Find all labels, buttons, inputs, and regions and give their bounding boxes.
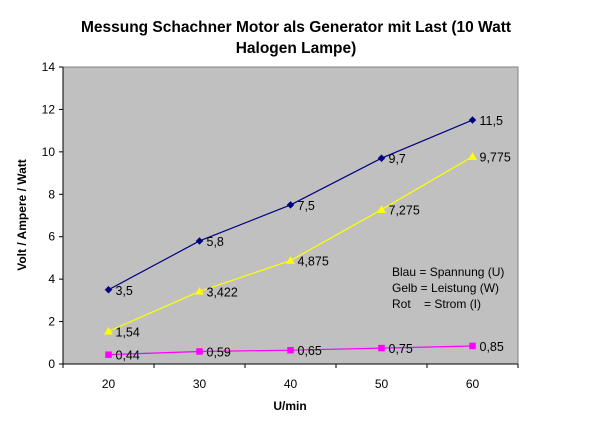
data-point-strom-i — [378, 344, 385, 352]
data-label-spannung-u: 5,8 — [207, 235, 224, 249]
data-label-spannung-u: 9,7 — [389, 152, 406, 166]
data-point-leistung-w — [195, 286, 204, 295]
y-tick-label: 0 — [48, 357, 55, 371]
chart-title-line-2: Halogen Lampe) — [236, 40, 357, 57]
x-tick-label: 50 — [375, 377, 389, 391]
data-label-spannung-u: 7,5 — [298, 199, 315, 213]
data-point-spannung-u — [195, 237, 204, 245]
y-axis-title: Volt / Ampere / Watt — [15, 159, 29, 271]
y-tick-label: 8 — [48, 187, 55, 201]
y-tick-label: 6 — [48, 230, 55, 244]
data-label-leistung-w: 9,775 — [480, 151, 511, 165]
data-label-strom-i: 0,44 — [116, 349, 140, 363]
data-label-strom-i: 0,75 — [389, 342, 413, 356]
chart-title-line-1: Messung Schachner Motor als Generator mi… — [81, 19, 511, 36]
data-point-leistung-w — [468, 152, 477, 160]
data-label-leistung-w: 7,275 — [389, 204, 420, 218]
x-tick-label: 40 — [284, 377, 298, 391]
data-label-strom-i: 0,65 — [298, 344, 322, 358]
annotation-line-rot: Rot = Strom (I) — [392, 297, 481, 311]
data-label-strom-i: 0,85 — [480, 340, 504, 354]
plot-area — [62, 66, 519, 365]
y-tick-label: 14 — [42, 60, 56, 74]
data-label-strom-i: 0,59 — [207, 345, 231, 359]
data-point-strom-i — [469, 342, 476, 350]
data-label-leistung-w: 3,422 — [207, 285, 238, 299]
data-point-spannung-u — [468, 116, 477, 124]
x-tick-label: 20 — [102, 377, 116, 391]
data-point-leistung-w — [104, 326, 113, 335]
annotation-line-blau: Blau = Spannung (U) — [392, 265, 504, 279]
y-tick-label: 12 — [42, 102, 56, 116]
data-label-spannung-u: 11,5 — [480, 114, 503, 128]
data-point-strom-i — [196, 348, 203, 355]
y-tick-label: 10 — [42, 145, 56, 159]
data-point-spannung-u — [286, 201, 295, 209]
x-axis-title: U/min — [273, 399, 306, 413]
data-point-leistung-w — [286, 256, 295, 264]
data-point-spannung-u — [377, 154, 386, 163]
data-point-leistung-w — [377, 205, 386, 213]
data-label-spannung-u: 3,5 — [116, 284, 133, 298]
data-label-leistung-w: 1,54 — [116, 325, 140, 339]
data-point-strom-i — [287, 346, 294, 354]
x-tick-label: 30 — [193, 377, 207, 391]
annotation-line-gelb: Gelb = Leistung (W) — [392, 281, 499, 295]
x-tick-label: 60 — [466, 377, 480, 391]
data-point-spannung-u — [104, 285, 113, 294]
data-label-leistung-w: 4,875 — [298, 255, 329, 269]
y-tick-label: 2 — [48, 315, 55, 329]
data-point-strom-i — [105, 351, 112, 358]
y-tick-label: 4 — [48, 272, 55, 286]
